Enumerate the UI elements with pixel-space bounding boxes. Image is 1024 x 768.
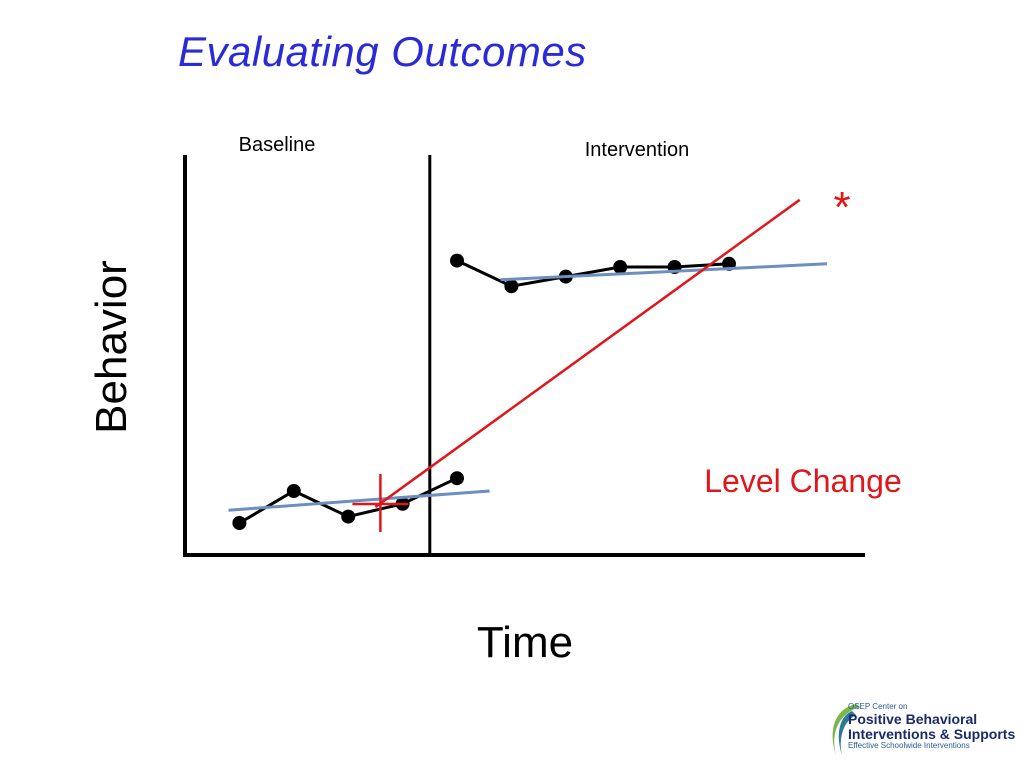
logo-text: OSEP Center on Positive Behavioral Inter… — [848, 703, 1015, 750]
logo-swoosh-icon — [832, 704, 860, 755]
logo-line-4: Effective Schoolwide Interventions — [848, 741, 970, 750]
data-point-1-0 — [450, 253, 464, 268]
phase-labels: Baseline Intervention — [239, 134, 690, 161]
data-point-0-4 — [450, 471, 464, 486]
series-line-1 — [456, 259, 730, 288]
pbis-logo: OSEP Center on Positive Behavioral Inter… — [826, 701, 1022, 759]
logo-line-3: Interventions & Supports — [848, 726, 1016, 742]
data-point-1-3 — [613, 260, 628, 274]
chart-axes — [183, 155, 865, 557]
annotation-level-change: Level Change — [704, 463, 901, 499]
logo-line-2: Positive Behavioral — [848, 711, 978, 727]
annotation-layer: Level Change * — [352, 183, 902, 532]
y-axis-label: Behavior — [87, 260, 136, 434]
trend-line-1 — [500, 262, 827, 282]
x-axis-label: Time — [477, 618, 573, 667]
phase-label-intervention: Intervention — [585, 139, 690, 161]
trend-line-0 — [228, 489, 490, 512]
data-point-0-2 — [341, 509, 356, 524]
series-layer — [232, 253, 736, 530]
level-change-line — [374, 198, 801, 509]
slide-title: Evaluating Outcomes — [178, 28, 587, 75]
data-point-0-1 — [286, 484, 301, 498]
data-point-1-1 — [504, 279, 519, 294]
annotation-asterisk: * — [833, 183, 850, 232]
logo-line-1: OSEP Center on — [848, 702, 908, 711]
data-point-0-0 — [232, 516, 247, 530]
phase-label-baseline: Baseline — [239, 134, 316, 156]
trend-layer — [228, 262, 827, 512]
